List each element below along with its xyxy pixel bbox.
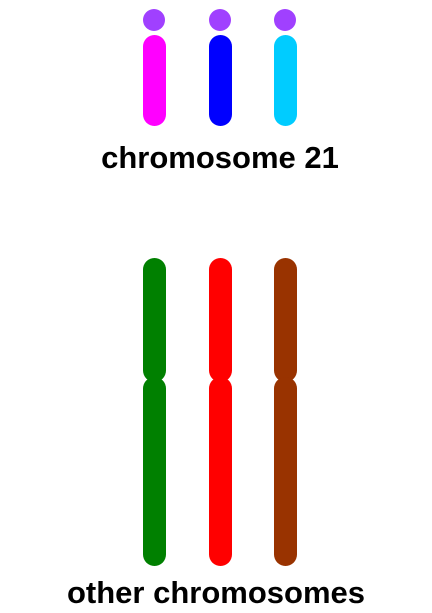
chromosome-arm bbox=[209, 377, 232, 566]
chromosome-arm bbox=[274, 258, 297, 382]
page: chromosome 21 other chromosomes (() => {… bbox=[0, 0, 432, 613]
chromosome-arm bbox=[143, 377, 166, 566]
other-chromosomes-group: other chromosomes bbox=[67, 258, 365, 610]
group-label: chromosome 21 bbox=[101, 140, 339, 175]
chromosome bbox=[274, 35, 297, 126]
chromosome bbox=[143, 35, 166, 126]
chromosome bbox=[209, 35, 232, 126]
group-label: other chromosomes bbox=[67, 575, 365, 610]
centromere-cap bbox=[209, 9, 231, 31]
centromere-cap bbox=[143, 9, 165, 31]
chromosome-arm bbox=[143, 258, 166, 382]
chromosome-arm bbox=[209, 258, 232, 382]
chromosome-arm bbox=[274, 377, 297, 566]
diagram: chromosome 21 other chromosomes bbox=[0, 0, 432, 613]
centromere-cap bbox=[274, 9, 296, 31]
chromosome-21-group: chromosome 21 bbox=[101, 9, 339, 175]
